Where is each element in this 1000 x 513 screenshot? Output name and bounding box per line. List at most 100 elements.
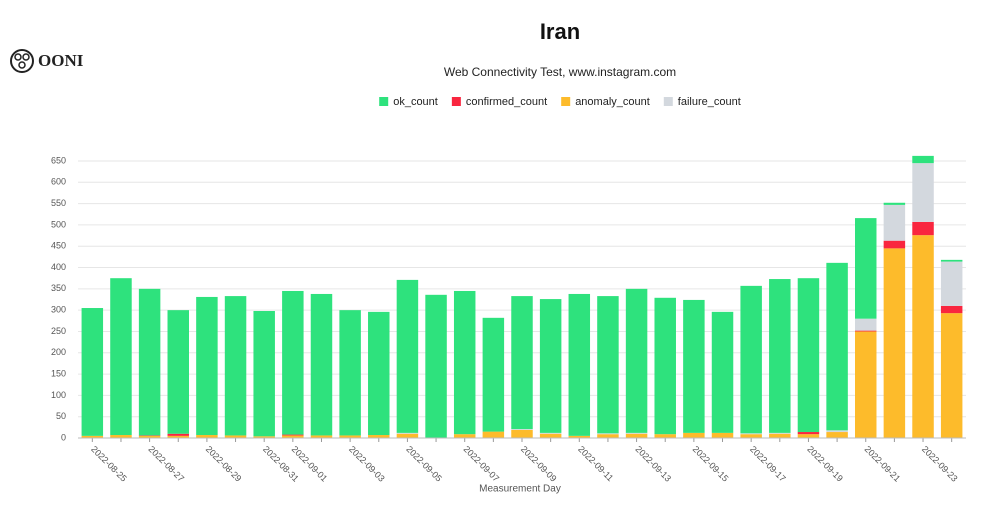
legend-swatch [561, 97, 571, 106]
bar-segment [883, 248, 906, 438]
logo-icon [14, 53, 22, 61]
bar-segment [740, 434, 762, 438]
bar-segment [568, 293, 591, 436]
x-tick-label: 2022-09-23 [920, 444, 960, 484]
bar-segment [482, 431, 505, 438]
bar-segment [138, 435, 161, 438]
bar-segment [683, 432, 705, 438]
bar-segment [912, 155, 934, 164]
bar-segment [912, 163, 934, 222]
bar-segment [883, 240, 906, 249]
bar-segment [339, 435, 361, 438]
legend: ok_count confirmed_count anomaly_count fail… [379, 96, 741, 108]
bar-segment [769, 279, 791, 433]
x-tick-label: 2022-08-25 [89, 444, 129, 484]
y-tick-label: 150 [51, 368, 66, 378]
x-tick-label: 2022-09-09 [519, 444, 559, 484]
bar-segment [224, 435, 247, 438]
y-tick-label: 250 [51, 326, 66, 336]
y-tick-label: 400 [51, 262, 66, 272]
x-tick-label: 2022-09-03 [347, 444, 387, 484]
bar-segment [81, 308, 104, 436]
bar-segment [912, 235, 934, 438]
bar-segment [110, 435, 132, 438]
logo-icon [10, 49, 34, 73]
bar-segment [855, 330, 877, 332]
bar-segment [883, 202, 906, 205]
bar-segment [253, 436, 275, 438]
bar-segment [654, 297, 676, 435]
bar-segment [539, 432, 562, 434]
logo-text: OONI [38, 51, 84, 70]
bar-segment [711, 432, 734, 438]
y-tick-label: 100 [51, 390, 66, 400]
bar-segment [81, 435, 104, 438]
y-tick-label: 50 [56, 411, 66, 421]
bar-segment [453, 290, 476, 435]
y-tick-label: 0 [61, 432, 66, 442]
bar-segment [511, 296, 533, 430]
bar-segment [282, 435, 304, 438]
x-tick-label: 2022-09-11 [576, 444, 615, 483]
x-tick-label: 2022-08-27 [147, 444, 187, 484]
y-tick-label: 300 [51, 305, 66, 315]
bar-segment [826, 430, 848, 433]
bar-segment [196, 435, 218, 438]
bar-segment [654, 434, 676, 438]
bar-segment [539, 433, 562, 438]
bar-segment [797, 278, 820, 433]
bar-segment [224, 296, 247, 436]
bar-segment [110, 278, 132, 436]
x-tick-label: 2022-09-05 [404, 444, 444, 484]
legend-swatch [663, 97, 673, 106]
bar-segment [253, 311, 275, 437]
x-tick-label: 2022-09-07 [462, 444, 502, 484]
bar-segment [797, 432, 820, 435]
bar-segment [482, 317, 505, 432]
bar-segment [855, 218, 877, 319]
x-tick-label: 2022-08-29 [204, 444, 244, 484]
bar-segment [282, 434, 304, 436]
bar-segment [138, 288, 161, 436]
x-tick-label: 2022-09-17 [748, 444, 788, 484]
bar-segment [511, 429, 533, 430]
x-tick-label: 2022-09-15 [691, 444, 731, 484]
bar-segment [826, 262, 848, 431]
bar-segment [625, 432, 648, 434]
y-tick-label: 200 [51, 347, 66, 357]
bar-segment [396, 433, 419, 438]
x-tick-label: 2022-09-19 [805, 444, 845, 484]
bar-segment [740, 285, 762, 434]
bar-segment [883, 204, 906, 241]
bar-segment [940, 313, 963, 438]
bar-segment [282, 290, 304, 435]
bar-segment [167, 433, 189, 436]
bar-segment [453, 434, 476, 438]
bar-segment [539, 299, 562, 433]
legend-swatch [451, 97, 461, 106]
bar-segment [597, 433, 619, 435]
bar-segment [425, 294, 447, 438]
legend-swatch [379, 97, 389, 106]
legend-label: failure_count [678, 96, 741, 108]
bar-segment [167, 435, 189, 438]
y-tick-label: 600 [51, 177, 66, 187]
bar-segment [740, 433, 762, 435]
bar-segment [683, 299, 705, 433]
bar-segment [625, 288, 648, 433]
bar-segment [711, 311, 734, 433]
bar-segment [511, 429, 533, 438]
chart-title: Iran [540, 19, 580, 44]
legend-label: anomaly_count [575, 96, 650, 108]
x-tick-label: 2022-09-21 [863, 444, 903, 484]
bar-segment [797, 434, 820, 438]
y-tick-label: 450 [51, 241, 66, 251]
bar-segment [368, 311, 390, 436]
bar-segment [396, 432, 419, 434]
y-tick-label: 500 [51, 219, 66, 229]
bar-segment [940, 259, 963, 262]
logo-icon [18, 61, 26, 69]
bar-segment [826, 432, 848, 438]
bar-segment [339, 310, 361, 436]
